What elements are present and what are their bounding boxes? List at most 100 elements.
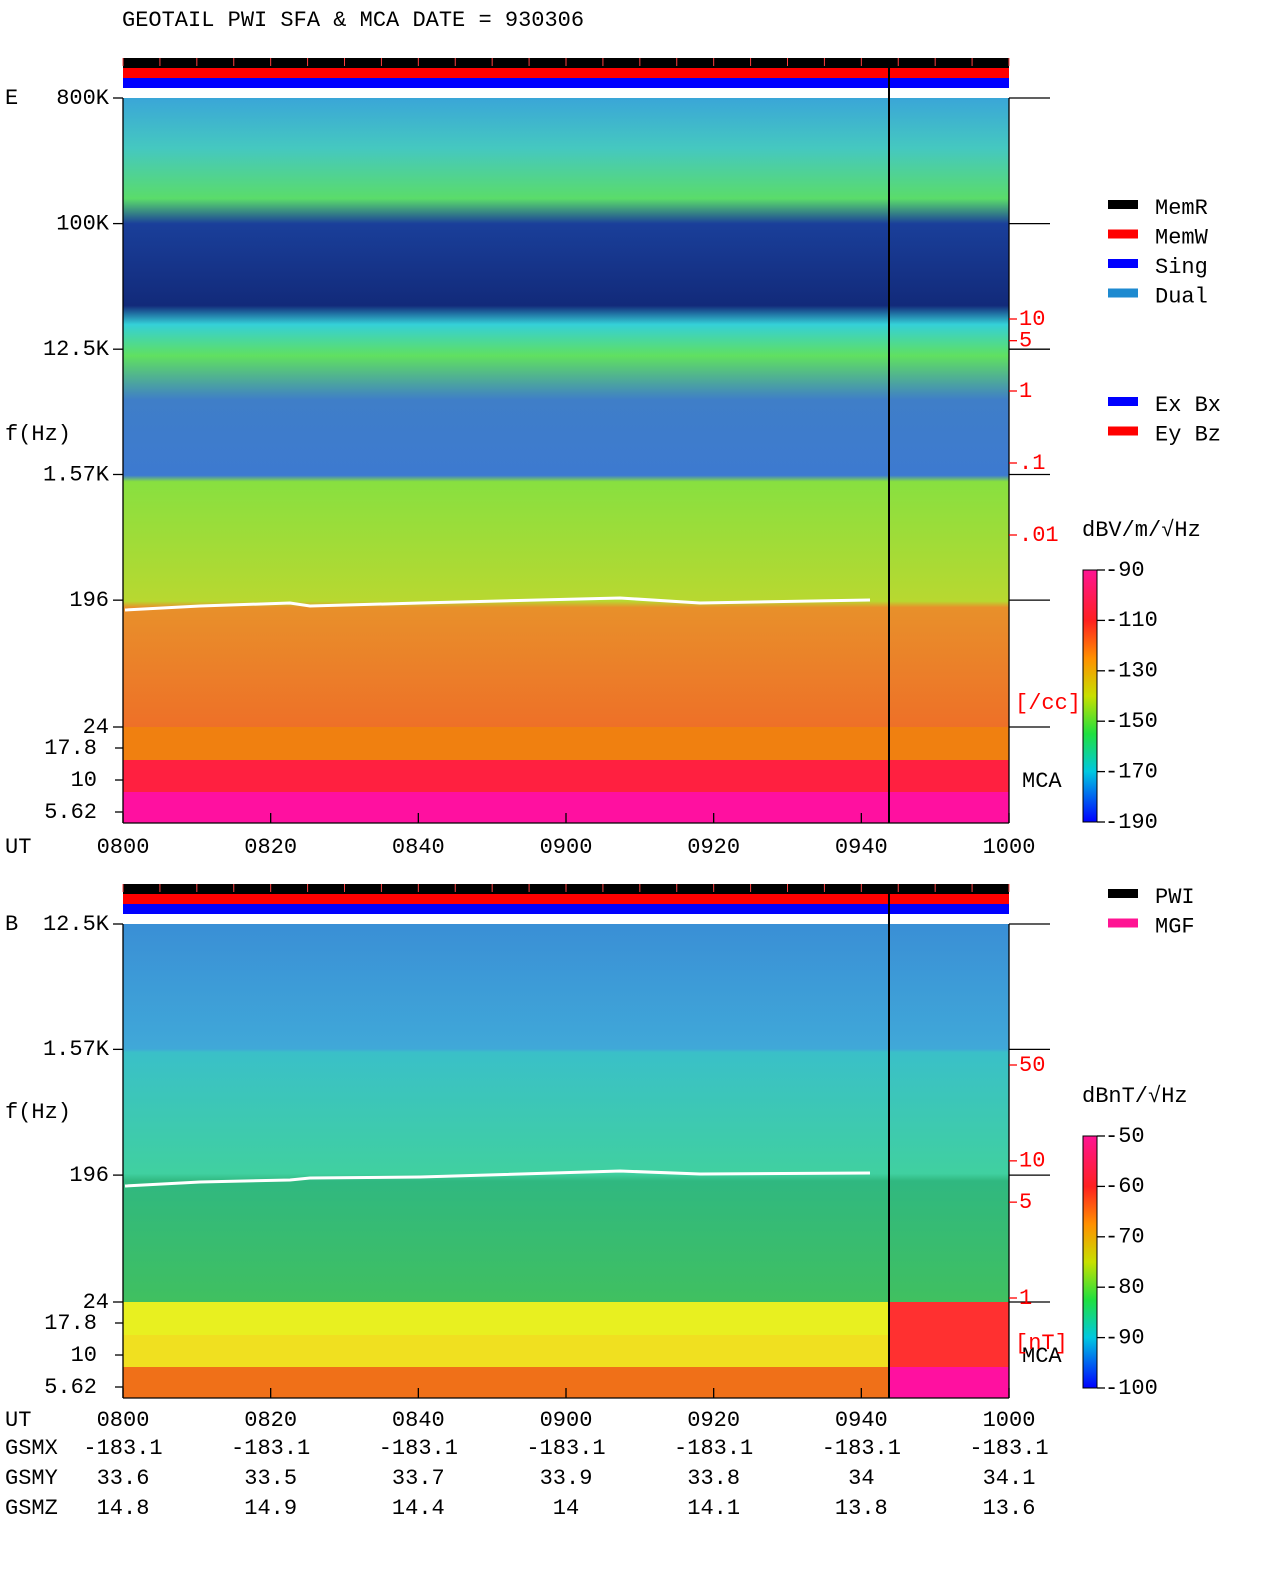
status-bar xyxy=(123,68,1009,78)
x-tick-label: 0940 xyxy=(835,1408,888,1433)
x-tick-label: 0800 xyxy=(97,835,150,860)
density-tick-label: 1 xyxy=(1019,1286,1032,1311)
colorbar-tick-label: -60 xyxy=(1105,1174,1145,1199)
mca-band xyxy=(123,1302,1009,1335)
y-tick-label: 17.8 xyxy=(44,1311,97,1336)
plasma-line xyxy=(124,1169,871,1188)
y-tick-label: 17.8 xyxy=(44,736,97,761)
x-tick-label: 0840 xyxy=(392,835,445,860)
orbit-value: -183.1 xyxy=(674,1436,753,1461)
density-tick-label: 10 xyxy=(1019,1149,1045,1174)
orbit-label: GSMY xyxy=(5,1466,58,1491)
colorbar-tick-label: -80 xyxy=(1105,1275,1145,1300)
orbit-value: 14 xyxy=(553,1496,579,1521)
orbit-value: 33.8 xyxy=(687,1466,740,1491)
legend-label: Ex Bx xyxy=(1155,393,1221,418)
orbit-value: 14.9 xyxy=(244,1496,297,1521)
mca-band xyxy=(123,760,1009,792)
orbit-value: 13.8 xyxy=(835,1496,888,1521)
orbit-label: GSMX xyxy=(5,1436,58,1461)
y-tick-label: 10 xyxy=(71,1343,97,1368)
x-tick-label: 0900 xyxy=(540,835,593,860)
legend-label: MemW xyxy=(1155,225,1209,250)
orbit-value: -183.1 xyxy=(969,1436,1048,1461)
orbit-value: -183.1 xyxy=(231,1436,310,1461)
legend-label: Dual xyxy=(1155,284,1208,309)
x-tick-label: 0920 xyxy=(687,1408,740,1433)
density-tick-label: 10 xyxy=(1019,307,1045,332)
x-tick-label: 0900 xyxy=(540,1408,593,1433)
orbit-value: -183.1 xyxy=(83,1436,162,1461)
colorbar-tick-label: -70 xyxy=(1105,1225,1145,1250)
colorbar-tick-label: -190 xyxy=(1105,810,1158,835)
status-bar xyxy=(123,894,1009,904)
mca-band xyxy=(123,1335,1009,1367)
density-tick-label: 5 xyxy=(1019,328,1032,353)
legend-label: MemR xyxy=(1155,196,1208,221)
colorbar-tick-label: -150 xyxy=(1105,709,1158,734)
y-tick-label: 24 xyxy=(83,1290,109,1315)
orbit-value: -183.1 xyxy=(822,1436,901,1461)
legend-label: Sing xyxy=(1155,255,1208,280)
density-unit: [nT] xyxy=(1015,1331,1068,1356)
orbit-value: 34 xyxy=(848,1466,874,1491)
x-tick-label: 0940 xyxy=(835,835,888,860)
y-tick-label: 100K xyxy=(56,211,110,236)
x-axis-label: UT xyxy=(5,835,31,860)
colorbar-tick-label: -130 xyxy=(1105,659,1158,684)
spectrogram xyxy=(123,98,1009,727)
colorbar xyxy=(1082,1135,1098,1389)
x-tick-label: 0840 xyxy=(392,1408,445,1433)
orbit-value: -183.1 xyxy=(379,1436,458,1461)
title: GEOTAIL PWI SFA & MCA DATE = 930306 xyxy=(122,8,584,33)
colorbar-tick-label: -170 xyxy=(1105,759,1158,784)
mca-band xyxy=(123,727,1009,760)
legend-swatch xyxy=(1108,288,1138,298)
status-bar xyxy=(123,78,1009,88)
y-tick-label: 1.57K xyxy=(43,462,110,487)
colorbar-tick-label: -50 xyxy=(1105,1124,1145,1149)
legend-label: PWI xyxy=(1155,885,1195,910)
panel-label: E xyxy=(5,86,18,111)
status-bar xyxy=(123,904,1009,914)
y-tick-label: 800K xyxy=(56,86,110,111)
legend-swatch xyxy=(1108,229,1138,239)
colorbar-tick-label: -90 xyxy=(1105,1325,1145,1350)
density-unit: [/cc] xyxy=(1015,691,1081,716)
orbit-value: 13.6 xyxy=(983,1496,1036,1521)
y-tick-label: 196 xyxy=(69,1163,109,1188)
plasma-line xyxy=(124,596,871,612)
legend-swatch xyxy=(1108,426,1138,436)
density-tick-label: 50 xyxy=(1019,1053,1045,1078)
x-tick-label: 0920 xyxy=(687,835,740,860)
x-tick-label: 1000 xyxy=(983,835,1036,860)
y-tick-label: 24 xyxy=(83,715,109,740)
orbit-value: 14.4 xyxy=(392,1496,445,1521)
orbit-value: 34.1 xyxy=(983,1466,1036,1491)
x-tick-label: 0800 xyxy=(97,1408,150,1433)
y-tick-label: 5.62 xyxy=(44,1375,97,1400)
orbit-value: 14.1 xyxy=(687,1496,740,1521)
x-tick-label: 1000 xyxy=(983,1408,1036,1433)
legend-swatch xyxy=(1108,259,1138,268)
mca-band xyxy=(889,1302,1009,1367)
legend-swatch xyxy=(1108,918,1138,928)
mca-band xyxy=(889,1367,1009,1398)
y-tick-label: 5.62 xyxy=(44,800,97,825)
mca-label: MCA xyxy=(1022,769,1062,794)
colorbar-label: dBV/m/√Hz xyxy=(1082,518,1201,543)
density-tick-label: .1 xyxy=(1019,451,1045,476)
y-tick-label: 10 xyxy=(71,768,97,793)
colorbar xyxy=(1082,569,1098,823)
x-axis-label: UT xyxy=(5,1408,31,1433)
colorbar-tick-label: -100 xyxy=(1105,1376,1158,1401)
y-tick-label: 1.57K xyxy=(43,1037,110,1062)
y-tick-label: 12.5K xyxy=(43,912,110,937)
orbit-value: -183.1 xyxy=(526,1436,605,1461)
y-axis-label: f(Hz) xyxy=(5,422,71,447)
density-tick-label: .01 xyxy=(1019,523,1059,548)
orbit-label: GSMZ xyxy=(5,1496,58,1521)
x-tick-label: 0820 xyxy=(244,1408,297,1433)
mca-label: MCA xyxy=(1022,1344,1062,1369)
colorbar-tick-label: -90 xyxy=(1105,558,1145,583)
